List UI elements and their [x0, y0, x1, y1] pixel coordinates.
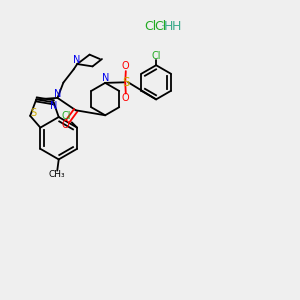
Text: O: O [61, 120, 69, 130]
Text: N: N [73, 55, 80, 65]
Text: ·H: ·H [168, 20, 182, 33]
Text: Cl: Cl [152, 50, 161, 61]
Text: Cl: Cl [154, 20, 167, 33]
Text: Cl: Cl [144, 20, 156, 33]
Text: N: N [101, 73, 109, 83]
Text: ·H: ·H [160, 20, 174, 33]
Text: O: O [122, 61, 130, 71]
Text: S: S [30, 109, 36, 118]
Text: CH₃: CH₃ [49, 170, 66, 179]
Text: Cl: Cl [61, 111, 70, 122]
Text: S: S [122, 76, 129, 89]
Text: N: N [54, 89, 61, 99]
Text: N: N [50, 101, 57, 111]
Text: O: O [122, 94, 130, 103]
